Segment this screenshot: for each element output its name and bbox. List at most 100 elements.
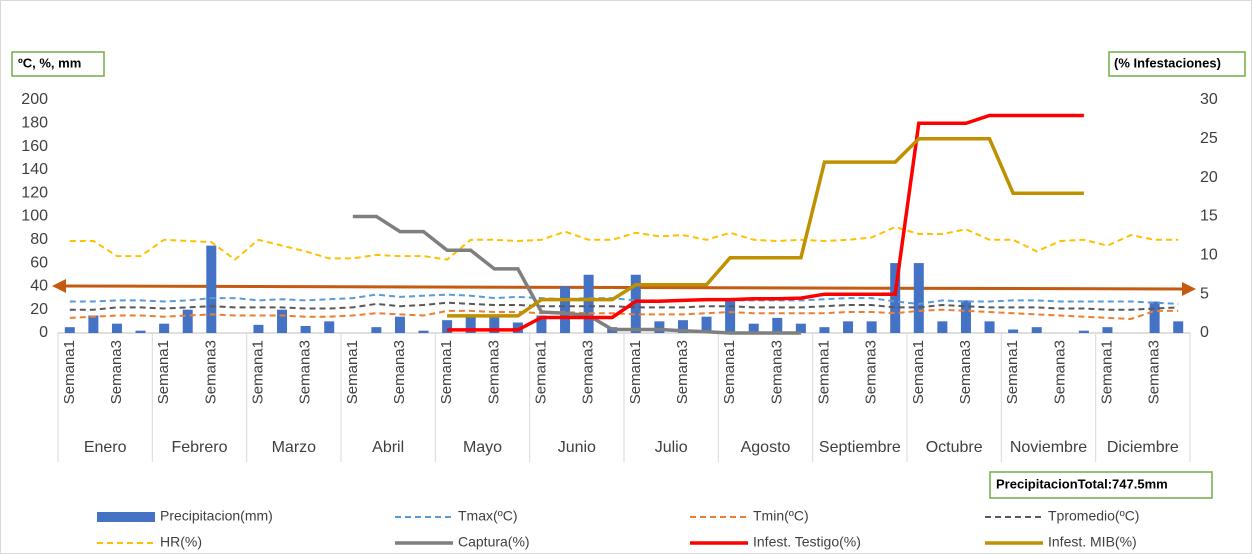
bar bbox=[795, 323, 806, 333]
y-tick-label: 120 bbox=[21, 184, 48, 201]
bar bbox=[748, 323, 759, 333]
line bbox=[69, 308, 1179, 321]
line bbox=[447, 113, 1084, 332]
legend-label: Precipitacion(mm) bbox=[160, 508, 273, 524]
bar bbox=[1031, 327, 1042, 333]
bar bbox=[371, 327, 382, 333]
bar bbox=[182, 309, 193, 333]
group-label: Agosto bbox=[741, 439, 791, 456]
bar bbox=[418, 330, 429, 333]
group-label: Abril bbox=[372, 439, 404, 456]
bar bbox=[677, 320, 688, 333]
bar bbox=[560, 286, 571, 333]
line bbox=[69, 225, 1179, 261]
x-tick-label: Semana3 bbox=[485, 340, 502, 404]
group-label: Marzo bbox=[272, 439, 317, 456]
bar bbox=[1008, 329, 1019, 333]
bar bbox=[135, 330, 146, 333]
bar bbox=[253, 324, 264, 333]
legend-label: Tmax(ºC) bbox=[458, 508, 518, 524]
y-tick-label: 40 bbox=[30, 278, 48, 295]
x-tick-label: Semana1 bbox=[910, 340, 927, 404]
y2-tick-label: 15 bbox=[1200, 208, 1218, 225]
x-tick-label: Semana1 bbox=[815, 340, 832, 404]
bar bbox=[442, 320, 453, 333]
bar bbox=[913, 263, 924, 333]
x-tick-label: Semana3 bbox=[580, 340, 597, 404]
x-tick-label: Semana3 bbox=[1051, 340, 1068, 404]
y2-tick-label: 25 bbox=[1200, 130, 1218, 147]
annotation-box bbox=[989, 471, 1213, 499]
x-tick-label: Semana1 bbox=[61, 340, 78, 404]
bar bbox=[1173, 321, 1184, 333]
bar bbox=[937, 321, 948, 333]
x-tick-label: Semana3 bbox=[674, 340, 691, 404]
bar bbox=[536, 315, 547, 333]
x-tick-label: Semana1 bbox=[344, 340, 361, 404]
legend-swatch bbox=[97, 512, 155, 522]
bar bbox=[583, 274, 594, 333]
legend-label: Infest. Testigo(%) bbox=[753, 534, 861, 550]
bar bbox=[159, 323, 170, 333]
bar bbox=[277, 309, 288, 333]
y-tick-label: 80 bbox=[30, 231, 48, 248]
x-tick-label: Semana3 bbox=[202, 340, 219, 404]
bar bbox=[64, 327, 75, 333]
bar bbox=[512, 322, 523, 333]
x-tick-label: Semana3 bbox=[391, 340, 408, 404]
group-label: Julio bbox=[655, 439, 688, 456]
y-tick-label: 140 bbox=[21, 161, 48, 178]
y-tick-label: 0 bbox=[39, 324, 48, 341]
bar bbox=[866, 321, 877, 333]
x-tick-label: Semana3 bbox=[1146, 340, 1163, 404]
bar bbox=[630, 274, 641, 333]
bar bbox=[984, 321, 995, 333]
x-tick-label: Semana1 bbox=[721, 340, 738, 404]
bar bbox=[1102, 327, 1113, 333]
line bbox=[352, 214, 801, 335]
bar bbox=[701, 316, 712, 333]
bar bbox=[206, 245, 217, 333]
bar bbox=[772, 317, 783, 333]
y2-tick-label: 20 bbox=[1200, 169, 1218, 186]
double-arrow bbox=[52, 279, 1196, 296]
y-tick-label: 20 bbox=[30, 301, 48, 318]
legend-label: Tmin(ºC) bbox=[753, 508, 809, 524]
y-tick-label: 60 bbox=[30, 254, 48, 271]
x-tick-label: Semana3 bbox=[768, 340, 785, 404]
group-label: Junio bbox=[558, 439, 596, 456]
bar bbox=[88, 315, 99, 333]
bar bbox=[465, 315, 476, 333]
bar bbox=[1149, 301, 1160, 333]
x-tick-label: Semana1 bbox=[532, 340, 549, 404]
bar bbox=[394, 316, 405, 333]
bar bbox=[890, 263, 901, 333]
y2-tick-label: 0 bbox=[1200, 324, 1209, 341]
y-tick-label: 100 bbox=[21, 208, 48, 225]
y-tick-label: 160 bbox=[21, 138, 48, 155]
x-tick-label: Semana1 bbox=[1004, 340, 1021, 404]
y2-label-box bbox=[1108, 51, 1246, 77]
legend-label: Captura(%) bbox=[458, 534, 530, 550]
x-tick-label: Semana3 bbox=[957, 340, 974, 404]
group-label: Diciembre bbox=[1107, 439, 1179, 456]
x-tick-label: Semana1 bbox=[249, 340, 266, 404]
bar bbox=[960, 300, 971, 333]
bar bbox=[725, 298, 736, 333]
annotation: PrecipitacionTotal:747.5mm bbox=[996, 476, 1168, 491]
bar bbox=[324, 321, 335, 333]
legend-label: Tpromedio(ºC) bbox=[1048, 508, 1139, 524]
line bbox=[69, 301, 1179, 311]
y2-tick-label: 10 bbox=[1200, 247, 1218, 264]
bar bbox=[489, 316, 500, 333]
y-tick-label: 200 bbox=[21, 91, 48, 108]
group-label: Mayo bbox=[463, 439, 502, 456]
x-tick-label: Semana3 bbox=[108, 340, 125, 404]
bar bbox=[843, 321, 854, 333]
x-tick-label: Semana1 bbox=[155, 340, 172, 404]
bar bbox=[654, 321, 665, 333]
bar bbox=[300, 326, 311, 333]
